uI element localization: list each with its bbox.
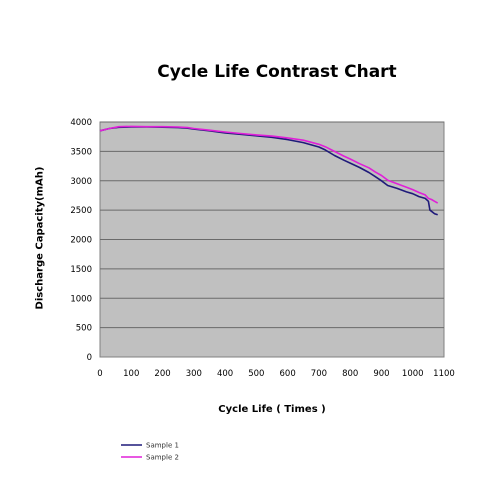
legend-label-1: Sample 1 — [146, 442, 179, 450]
y-tick-label: 1000 — [70, 294, 92, 304]
x-tick-label: 0 — [97, 369, 102, 379]
grid-lines — [100, 121, 444, 329]
y-tick-label: 1500 — [70, 265, 92, 275]
x-tick-label: 1000 — [402, 369, 424, 379]
y-tick-label: 3000 — [70, 177, 92, 187]
x-tick-label: 200 — [154, 369, 170, 379]
x-tick-label: 600 — [280, 369, 296, 379]
series-lines — [99, 125, 439, 216]
x-tick-label: 300 — [186, 369, 202, 379]
x-tick-label: 100 — [123, 369, 139, 379]
legend: Sample 1 Sample 2 — [121, 442, 179, 462]
x-tick-label: 800 — [342, 369, 358, 379]
y-tick-label: 500 — [76, 324, 92, 334]
x-tick-label: 900 — [373, 369, 389, 379]
y-tick-label: 4000 — [70, 118, 92, 128]
x-axis-title: Cycle Life ( Times ) — [218, 404, 326, 415]
legend-label-2: Sample 2 — [146, 454, 179, 462]
x-tick-label: 1100 — [433, 369, 455, 379]
x-tick-labels: 0 100 200 300 400 500 600 700 800 900 1000 1100 — [97, 369, 455, 379]
chart-title: Cycle Life Contrast Chart — [157, 62, 397, 82]
y-tick-label: 3500 — [70, 147, 92, 157]
y-tick-label: 2500 — [70, 206, 92, 216]
y-tick-label: 0 — [87, 353, 92, 363]
y-tick-label: 2000 — [70, 236, 92, 246]
x-tick-label: 400 — [217, 369, 233, 379]
x-tick-label: 500 — [248, 369, 264, 379]
series-line-2 — [99, 125, 439, 204]
y-tick-labels: 0 500 1000 1500 2000 2500 3000 3500 4000 — [70, 118, 92, 363]
x-tick-label: 700 — [311, 369, 327, 379]
